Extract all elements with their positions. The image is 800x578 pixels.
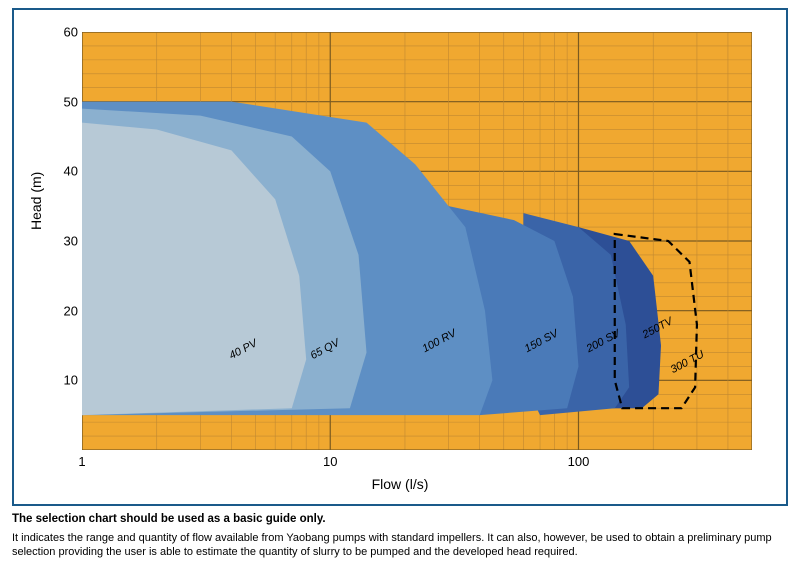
y-tick: 30 (48, 234, 78, 249)
chart-svg: 40 PV65 QV100 RV150 SV200 SV250TV300 TU (82, 32, 752, 450)
y-axis-label: Head (m) (28, 172, 44, 230)
y-tick: 60 (48, 25, 78, 40)
chart-frame: Head (m) 40 PV65 QV100 RV150 SV200 SV250… (12, 8, 788, 506)
y-tick: 20 (48, 303, 78, 318)
y-tick: 50 (48, 94, 78, 109)
x-axis-label: Flow (l/s) (372, 476, 429, 492)
x-tick: 10 (323, 454, 337, 469)
caption: The selection chart should be used as a … (12, 512, 788, 560)
x-tick: 100 (568, 454, 590, 469)
caption-body: It indicates the range and quantity of f… (12, 532, 772, 559)
y-tick: 40 (48, 164, 78, 179)
caption-bold: The selection chart should be used as a … (12, 512, 788, 528)
x-tick: 1 (78, 454, 85, 469)
plot-area: 40 PV65 QV100 RV150 SV200 SV250TV300 TU (82, 32, 752, 450)
y-tick: 10 (48, 373, 78, 388)
